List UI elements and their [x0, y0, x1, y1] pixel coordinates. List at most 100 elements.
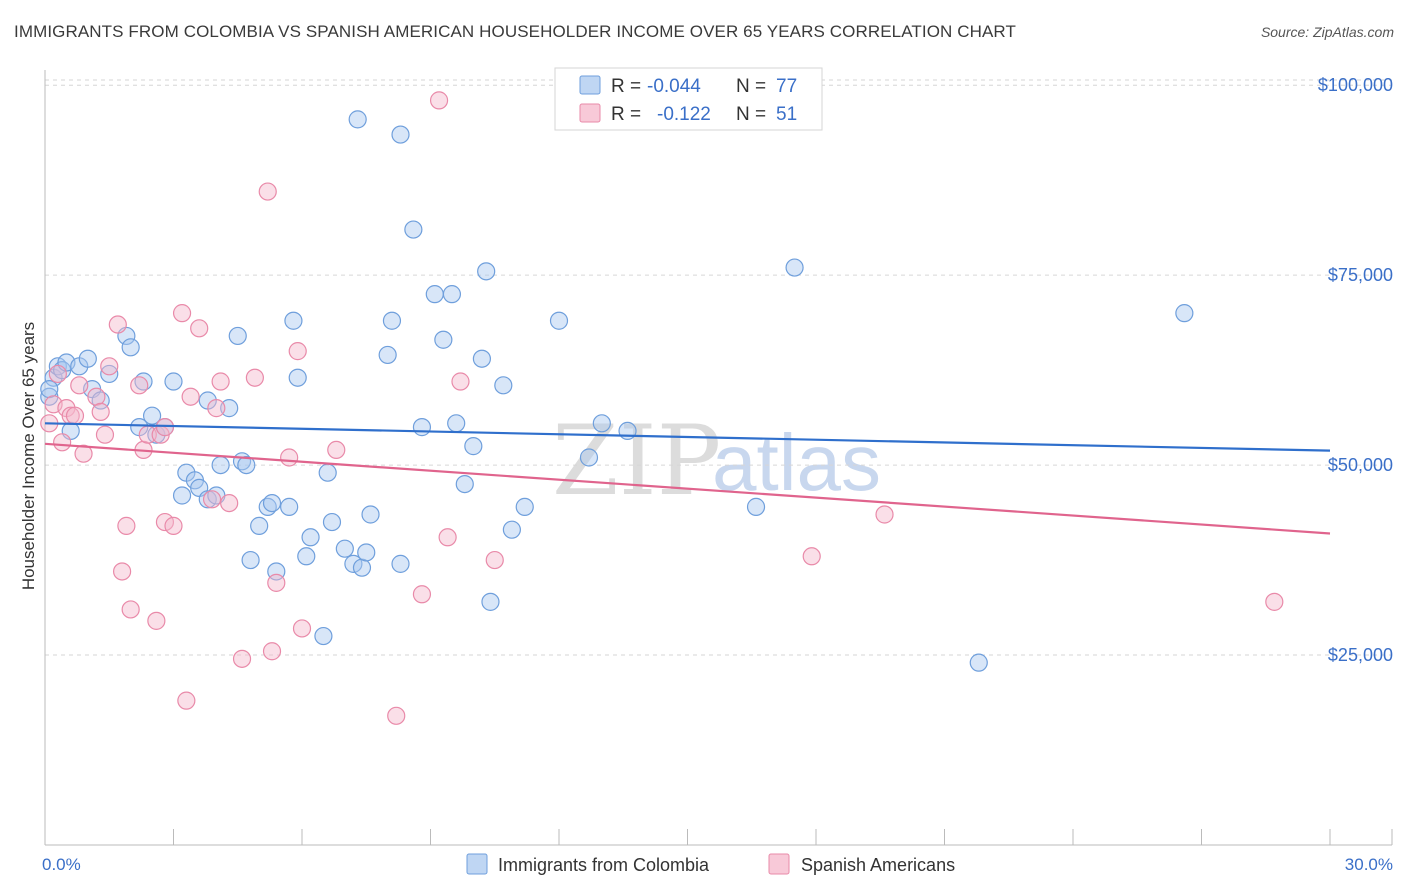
point-spanish-american [70, 376, 89, 395]
point-colombia [228, 326, 247, 346]
legend-n-value-spanish: 51 [776, 104, 797, 125]
point-colombia [284, 311, 303, 330]
point-spanish-american [155, 418, 175, 437]
point-spanish-american [327, 440, 346, 460]
point-spanish-american [147, 611, 166, 630]
point-colombia [477, 262, 496, 281]
point-colombia [357, 543, 376, 562]
point-spanish-american [220, 493, 239, 513]
x-tick-label-max: 30.0% [1345, 855, 1393, 874]
point-colombia [549, 311, 569, 330]
point-spanish-american [485, 550, 504, 570]
point-colombia [344, 554, 363, 573]
tick-labels: $25,000 $50,000 $75,000 $100,000 0.0% 30… [42, 75, 1393, 874]
point-spanish-american [412, 585, 432, 604]
point-colombia [391, 554, 410, 573]
legend-n-label: N = [736, 76, 766, 97]
legend-label-colombia: Immigrants from Colombia [498, 855, 710, 875]
point-colombia [361, 505, 380, 524]
point-spanish-american [95, 425, 115, 444]
legend-swatch-spanish [768, 853, 790, 875]
point-colombia [348, 110, 367, 129]
x-tick-label-min: 0.0% [42, 855, 81, 874]
point-colombia [378, 345, 397, 365]
point-spanish-american [232, 649, 252, 668]
legend-swatch-colombia [579, 75, 601, 95]
point-spanish-american [108, 315, 127, 334]
watermark-zip: ZIP [552, 405, 721, 517]
y-tick-label: $75,000 [1328, 265, 1393, 285]
point-spanish-american [262, 642, 282, 661]
legend-swatch-colombia [466, 853, 488, 875]
point-colombia [579, 448, 599, 467]
point-colombia [211, 455, 230, 475]
legend-n-value-colombia: 77 [776, 76, 797, 97]
point-colombia [412, 418, 432, 437]
point-spanish-american [164, 516, 183, 535]
legend-swatch-spanish [579, 103, 601, 123]
point-spanish-american [387, 706, 406, 725]
y-axis-title: Householder Income Over 65 years [19, 322, 38, 590]
point-colombia [391, 125, 410, 144]
point-colombia [746, 497, 766, 516]
point-spanish-american [258, 182, 277, 201]
series-legend: Immigrants from Colombia Spanish America… [466, 853, 955, 875]
point-colombia [288, 368, 307, 387]
axes [44, 70, 1393, 846]
point-spanish-american [288, 342, 307, 361]
point-colombia [455, 474, 474, 494]
y-tick-label: $25,000 [1328, 645, 1393, 665]
point-spanish-american [451, 372, 470, 391]
point-spanish-american [48, 364, 67, 384]
point-spanish-american [53, 433, 72, 452]
trend-line-colombia [44, 422, 1331, 452]
legend-n-label: N = [736, 104, 766, 125]
point-spanish-american [130, 376, 149, 395]
point-colombia [472, 349, 491, 368]
point-spanish-american [245, 368, 264, 387]
point-colombia [237, 455, 256, 475]
point-colombia [442, 285, 462, 304]
point-colombia [502, 520, 521, 539]
point-colombia [494, 376, 513, 395]
point-colombia [382, 311, 402, 330]
point-colombia [78, 349, 97, 368]
point-spanish-american [267, 573, 286, 592]
point-spanish-american [181, 387, 200, 406]
point-colombia [262, 493, 282, 513]
point-colombia [318, 463, 337, 482]
point-colombia [301, 528, 320, 547]
legend-r-label: R = [611, 76, 641, 97]
point-colombia [198, 490, 217, 509]
point-colombia [785, 258, 804, 277]
legend-r-label: R = [611, 104, 641, 125]
point-colombia [241, 550, 260, 570]
point-spanish-american [65, 406, 85, 425]
point-spanish-american [202, 490, 222, 509]
point-spanish-american [177, 691, 196, 710]
point-spanish-american [292, 619, 312, 638]
y-tick-label: $100,000 [1318, 75, 1393, 95]
point-colombia [592, 414, 611, 433]
legend-r-value-colombia: -0.044 [647, 76, 701, 97]
correlation-legend: R = -0.044 N = 77 R = -0.122 N = 51 [554, 67, 823, 131]
legend-r-value-spanish: -0.122 [657, 104, 711, 125]
point-spanish-american [190, 319, 209, 338]
point-colombia [481, 592, 500, 611]
point-colombia [297, 547, 316, 566]
watermark-atlas: atlas [712, 418, 881, 507]
point-colombia [172, 486, 192, 505]
point-colombia [425, 285, 444, 304]
point-colombia [250, 516, 269, 535]
trend-lines [44, 422, 1331, 535]
point-spanish-american [155, 512, 175, 532]
point-colombia [100, 364, 119, 384]
point-colombia [352, 558, 372, 577]
point-colombia [969, 653, 988, 672]
point-colombia [447, 414, 466, 433]
gridlines [45, 79, 1392, 656]
point-spanish-american [100, 357, 119, 376]
point-spanish-american [121, 600, 140, 619]
point-spanish-american [172, 304, 192, 323]
